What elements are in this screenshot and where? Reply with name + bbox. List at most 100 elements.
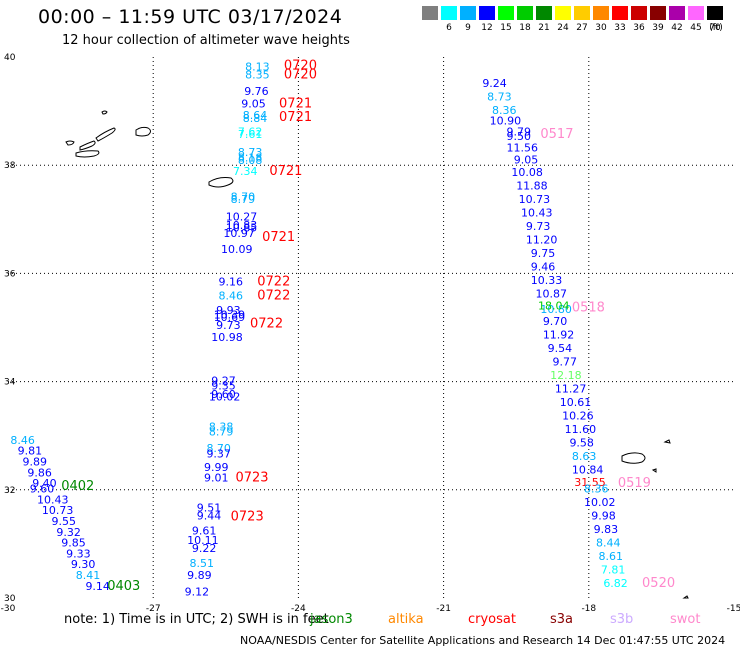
pass-time-label: 0720 [284, 58, 317, 73]
wave-height-value: 9.01 [204, 472, 229, 485]
pass-time-label: 0402 [61, 479, 94, 494]
wave-height-value: 11.20 [526, 234, 558, 247]
island-outline [663, 439, 671, 444]
wave-height-value: 8.84 [243, 112, 267, 125]
wave-height-value: 8.61 [598, 550, 623, 563]
wave-height-value: 8.08 [238, 154, 263, 167]
colorbar-label: 9 [465, 23, 471, 33]
wave-height-value: 8.18 [238, 151, 263, 164]
wave-height-value: 9.93 [216, 304, 241, 317]
wave-height-value: 10.83 [226, 219, 257, 232]
wave-height-value: 9.12 [185, 585, 210, 598]
pass-time-label: 0722 [257, 288, 290, 303]
wave-height-value: 9.05 [241, 97, 266, 110]
colorbar-swatch [574, 6, 590, 20]
wave-height-labels: 8.138.359.769.058.648.847.627.618.738.18… [10, 61, 627, 599]
wave-height-value: 8.38 [209, 420, 234, 433]
pass-time-label: 0722 [257, 274, 290, 289]
wave-height-value: 9.50 [507, 130, 532, 143]
colorbar-label: 12 [481, 23, 493, 33]
wave-height-value: 9.60 [30, 483, 54, 496]
wave-height-value: 10.43 [521, 207, 553, 220]
pass-time-label: 0721 [262, 230, 295, 245]
legend-item-s3b: s3b [610, 612, 634, 627]
pass-time-label: 0519 [618, 476, 651, 491]
wave-height-value: 9.24 [482, 77, 507, 90]
map-subtitle: 12 hour collection of altimeter wave hei… [62, 33, 350, 48]
wave-height-value: 10.33 [531, 274, 563, 287]
pass-time-label: 0517 [540, 127, 573, 142]
legend-item-jason3: jason3 [310, 612, 353, 627]
island-outline [101, 110, 108, 115]
colorbar-swatch [536, 6, 552, 20]
wave-height-value: 7.81 [601, 564, 626, 577]
colorbar-label: 30 [595, 23, 607, 33]
pass-time-label: 0520 [642, 576, 675, 591]
pass-time-label: 0722 [250, 317, 283, 332]
pass-time-label: 0723 [231, 510, 264, 525]
wave-height-value: 10.90 [490, 115, 521, 128]
map-title: 00:00 – 11:59 UTC 03/17/2024 [38, 6, 343, 28]
wave-height-value: 8.44 [596, 537, 621, 550]
wave-height-value: 8.73 [238, 146, 263, 159]
wave-height-value: 10.73 [519, 193, 551, 206]
wave-height-value: 11.92 [543, 328, 575, 341]
lat-tick-label: 36 [4, 269, 16, 279]
island-outline [208, 177, 234, 188]
wave-height-value: 9.98 [591, 510, 616, 523]
wave-height-value: 9.14 [85, 580, 110, 593]
pass-time-label: 0721 [279, 96, 312, 111]
wave-height-value: 9.89 [187, 569, 212, 582]
wave-height-value: 10.02 [209, 391, 241, 404]
wave-height-value: 10.69 [214, 311, 246, 324]
wave-height-value: 11.88 [516, 180, 548, 193]
lon-tick-label: -24 [291, 604, 306, 614]
lon-tick-label: -27 [146, 604, 161, 614]
colorbar-label: 33 [614, 23, 626, 33]
wave-height-value: 9.22 [192, 542, 217, 555]
wave-height-value: 9.30 [71, 558, 96, 571]
colorbar-label: 24 [557, 23, 569, 33]
colorbar-label: 42 [671, 23, 683, 33]
island-outline [682, 595, 689, 599]
island-outline [75, 150, 100, 158]
island-outline [79, 140, 96, 151]
wave-height-value: 8.79 [209, 426, 234, 439]
wave-height-value: 10.11 [187, 534, 219, 547]
lon-tick-label: -30 [1, 604, 16, 614]
island-outline [651, 468, 657, 473]
island-outline [95, 127, 116, 142]
wave-height-value: 9.32 [56, 526, 81, 539]
wave-height-value: 8.64 [243, 109, 267, 122]
wave-height-value: 9.83 [594, 523, 619, 536]
pass-time-labels: 0720072007210721072107210722072207220723… [61, 58, 675, 593]
wave-height-value: 11.60 [565, 423, 597, 436]
wave-height-value: 10.08 [511, 166, 543, 179]
wave-height-value: 8.13 [245, 61, 270, 74]
wave-height-value: 11.27 [555, 382, 587, 395]
colorbar-label: 70 [709, 23, 721, 33]
pass-time-label: 0721 [269, 164, 302, 179]
legend-item-s3a: s3a [550, 612, 574, 627]
axis-tick-labels: -30 -27 -24 -21 -18 -15 40 38 36 34 32 30 [1, 53, 740, 614]
legend-item-cryosat: cryosat [468, 612, 516, 627]
wave-height-value: 9.46 [531, 261, 556, 274]
wave-height-value: 10.61 [560, 396, 592, 409]
wave-height-value: 9.73 [216, 319, 241, 332]
colorbar-label: 15 [500, 23, 512, 33]
pass-time-label: 0723 [235, 471, 268, 486]
island-outline [135, 126, 151, 137]
wave-height-value: 9.99 [204, 461, 229, 474]
wave-height-value: 9.05 [514, 154, 539, 167]
lat-tick-label: 32 [4, 486, 15, 496]
colorbar-swatch [441, 6, 457, 20]
pass-time-label: 0721 [279, 110, 312, 125]
colorbar-label: 45 [690, 23, 702, 33]
wave-height-value: 8.46 [219, 289, 244, 302]
lat-tick-label: 40 [4, 53, 16, 63]
lon-tick-label: -18 [581, 604, 596, 614]
wave-height-value: 9.85 [61, 537, 86, 550]
wave-height-value: 12.18 [550, 369, 582, 382]
wave-height-value: 8.46 [10, 434, 34, 447]
satellite-legend: jason3 altika cryosat s3a s3b swot [0, 612, 740, 630]
